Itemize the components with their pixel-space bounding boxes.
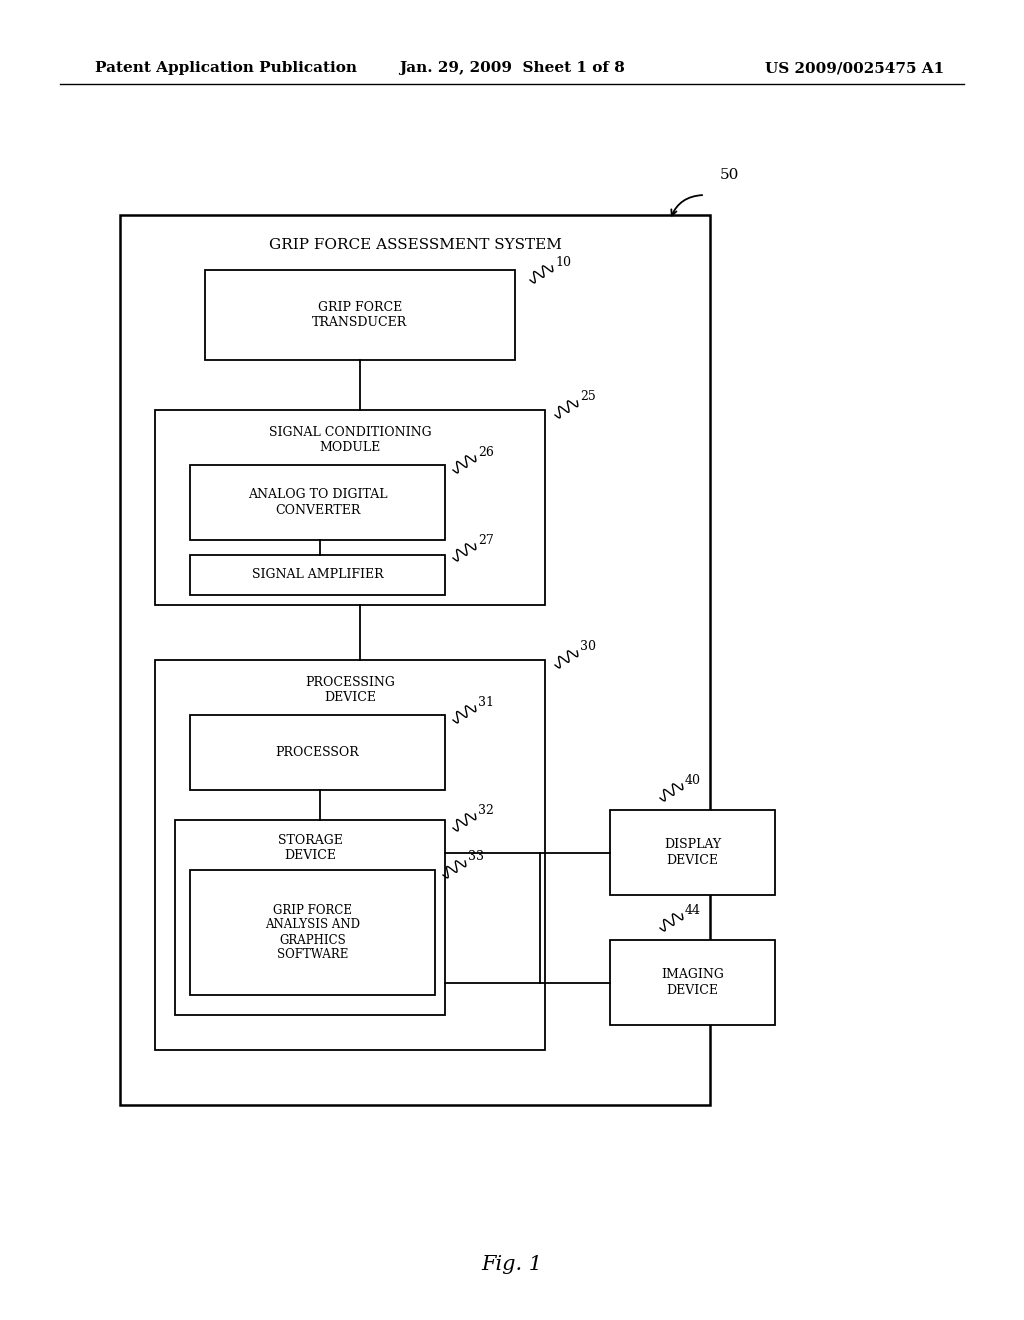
Bar: [190, 870, 435, 995]
Text: US 2009/0025475 A1: US 2009/0025475 A1: [765, 61, 944, 75]
Text: Patent Application Publication: Patent Application Publication: [95, 61, 357, 75]
Text: 27: 27: [478, 533, 494, 546]
Text: SIGNAL CONDITIONING
MODULE: SIGNAL CONDITIONING MODULE: [268, 426, 431, 454]
Bar: [155, 411, 545, 605]
Text: GRIP FORCE ASSESSMENT SYSTEM: GRIP FORCE ASSESSMENT SYSTEM: [268, 238, 561, 252]
Text: 25: 25: [580, 391, 596, 404]
Text: 32: 32: [478, 804, 494, 817]
Bar: [190, 465, 445, 540]
Text: 30: 30: [580, 640, 596, 653]
Bar: [205, 271, 515, 360]
Text: SIGNAL AMPLIFIER: SIGNAL AMPLIFIER: [252, 569, 383, 582]
Text: 50: 50: [720, 168, 739, 182]
Text: DISPLAY
DEVICE: DISPLAY DEVICE: [664, 838, 721, 866]
Bar: [610, 810, 775, 895]
Text: PROCESSING
DEVICE: PROCESSING DEVICE: [305, 676, 395, 704]
Bar: [155, 660, 545, 1049]
Bar: [120, 215, 710, 1105]
Bar: [190, 554, 445, 595]
Text: IMAGING
DEVICE: IMAGING DEVICE: [662, 969, 724, 997]
Bar: [610, 940, 775, 1026]
Text: 26: 26: [478, 446, 494, 458]
Text: GRIP FORCE
TRANSDUCER: GRIP FORCE TRANSDUCER: [312, 301, 408, 329]
Text: ANALOG TO DIGITAL
CONVERTER: ANALOG TO DIGITAL CONVERTER: [248, 488, 387, 516]
Text: STORAGE
DEVICE: STORAGE DEVICE: [278, 834, 342, 862]
Text: 44: 44: [685, 903, 701, 916]
Text: Fig. 1: Fig. 1: [481, 1255, 543, 1275]
Text: Jan. 29, 2009  Sheet 1 of 8: Jan. 29, 2009 Sheet 1 of 8: [399, 61, 625, 75]
Bar: [190, 715, 445, 789]
Text: 40: 40: [685, 774, 701, 787]
Text: 33: 33: [468, 850, 484, 863]
Text: PROCESSOR: PROCESSOR: [275, 746, 359, 759]
Bar: [175, 820, 445, 1015]
Text: 10: 10: [555, 256, 571, 268]
Text: 31: 31: [478, 696, 494, 709]
Text: GRIP FORCE
ANALYSIS AND
GRAPHICS
SOFTWARE: GRIP FORCE ANALYSIS AND GRAPHICS SOFTWAR…: [265, 903, 360, 961]
